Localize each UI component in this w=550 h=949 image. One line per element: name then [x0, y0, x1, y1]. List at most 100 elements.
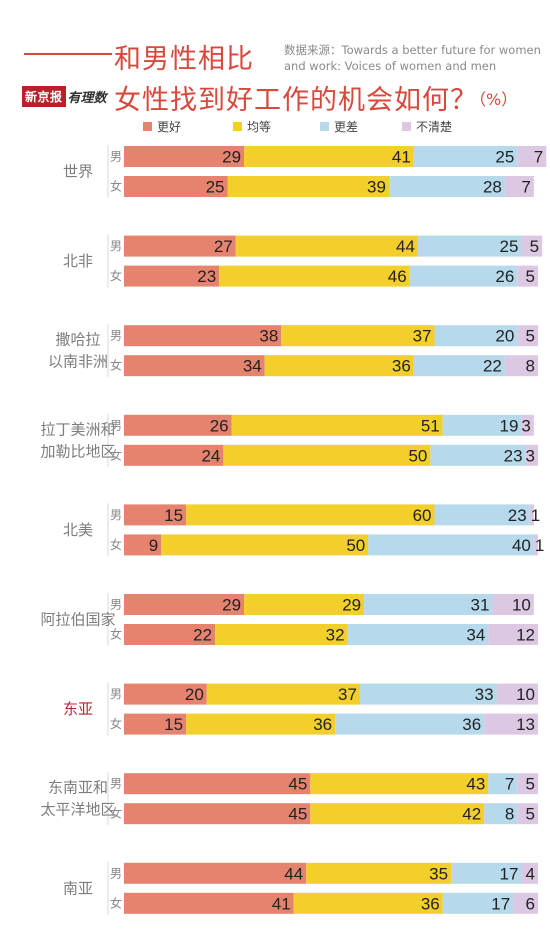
legend-label-equal: 均等 — [247, 120, 272, 134]
gender-label: 女 — [110, 895, 122, 910]
bar-segment-better — [124, 594, 245, 615]
bar-segment-unsure — [533, 534, 538, 556]
bar-segment-better — [124, 355, 265, 377]
region-label: 世界 — [63, 163, 93, 181]
bar-segment-equal — [244, 594, 365, 615]
bar-segment-better — [124, 683, 207, 705]
bar-segment-worse — [488, 773, 518, 795]
bar-segment-better — [124, 414, 232, 436]
value-label-better: 15 — [164, 506, 183, 525]
bar-segment-worse — [434, 325, 518, 347]
region-group: 北非 男 27 44 25 5 女 23 46 26 5 — [63, 234, 543, 288]
gender-label: 男 — [110, 598, 122, 612]
bar-segment-better — [124, 534, 162, 556]
gender-label: 女 — [110, 179, 122, 194]
bar-segment-unsure — [504, 355, 538, 377]
value-label-worse: 23 — [504, 446, 523, 465]
value-label-worse: 26 — [495, 267, 514, 286]
gender-label: 男 — [110, 329, 122, 343]
legend-label-better: 更好 — [157, 120, 182, 134]
value-label-unsure: 5 — [530, 237, 539, 256]
value-label-better: 24 — [201, 446, 220, 465]
bar-segment-worse — [430, 444, 526, 466]
bar-segment-worse — [484, 803, 518, 825]
gender-label: 男 — [110, 150, 122, 164]
value-label-better: 23 — [197, 267, 216, 286]
value-label-better: 22 — [193, 626, 212, 645]
value-label-better: 27 — [214, 237, 233, 256]
value-label-equal: 29 — [342, 596, 361, 615]
value-label-worse: 25 — [500, 237, 519, 256]
bar-segment-equal — [206, 683, 360, 705]
bar-segment-equal — [244, 146, 414, 167]
bar-segment-unsure — [521, 235, 543, 257]
value-label-better: 20 — [185, 685, 204, 704]
value-label-better: 29 — [222, 148, 241, 167]
value-label-better: 45 — [288, 775, 307, 794]
value-label-worse: 7 — [505, 775, 514, 794]
bar-segment-worse — [417, 235, 522, 257]
value-label-worse: 31 — [471, 596, 490, 615]
bar-segment-better — [124, 713, 187, 735]
gender-label: 男 — [110, 866, 122, 880]
bar-segment-better — [124, 444, 224, 466]
bar-segment-equal — [310, 773, 489, 795]
bar-segment-equal — [219, 265, 410, 287]
bar-segment-unsure — [521, 862, 538, 884]
value-label-equal: 35 — [429, 864, 448, 883]
bar-segment-better — [124, 265, 220, 287]
value-label-equal: 43 — [466, 775, 485, 794]
bar-segment-worse — [413, 355, 505, 377]
value-label-worse: 20 — [495, 327, 514, 346]
value-label-unsure: 1 — [535, 536, 544, 555]
bar-segment-equal — [223, 444, 431, 466]
value-label-worse: 22 — [483, 357, 502, 376]
region-label: 东亚 — [63, 700, 93, 718]
legend-swatch-unsure — [402, 122, 411, 131]
bar-segment-better — [124, 146, 245, 167]
bar-segment-better — [124, 862, 307, 884]
value-label-better: 25 — [206, 178, 225, 197]
value-label-unsure: 13 — [516, 715, 535, 734]
value-label-equal: 46 — [388, 267, 407, 286]
legend-swatch-worse — [320, 122, 329, 131]
bar-segment-better — [124, 773, 311, 795]
bar-segment-worse — [359, 683, 497, 705]
value-label-unsure: 10 — [512, 596, 531, 615]
bar-segment-equal — [186, 713, 336, 735]
bar-segment-unsure — [517, 773, 538, 795]
value-label-unsure: 5 — [526, 267, 535, 286]
value-label-unsure: 4 — [526, 864, 535, 883]
bar-segment-worse — [451, 862, 522, 884]
gender-label: 女 — [110, 447, 122, 462]
data-source: 数据来源：Towards a better future for women a… — [284, 43, 541, 73]
legend-item-better: 更好 — [143, 118, 181, 135]
gender-label: 女 — [110, 268, 122, 283]
value-label-unsure: 7 — [521, 178, 530, 197]
legend: 更好 均等 更差 不清楚 — [0, 118, 550, 135]
value-label-better: 38 — [259, 327, 278, 346]
value-label-better: 44 — [284, 864, 303, 883]
bar-segment-equal — [215, 624, 348, 645]
bar-segment-better — [124, 235, 236, 257]
region-label: 东南亚和太平洋地区 — [40, 779, 115, 819]
value-label-unsure: 3 — [521, 416, 530, 435]
bar-segment-unsure — [484, 713, 538, 735]
bar-segment-unsure — [525, 444, 538, 466]
bar-segment-worse — [364, 594, 493, 615]
bar-segment-unsure — [517, 325, 538, 347]
value-label-unsure: 12 — [516, 626, 535, 645]
logo: 新京报 有理数 — [22, 85, 107, 107]
bar-segment-equal — [186, 504, 435, 526]
bar-segment-unsure — [517, 146, 547, 167]
value-label-equal: 36 — [421, 894, 440, 913]
value-label-equal: 36 — [313, 715, 332, 734]
value-label-better: 26 — [210, 416, 229, 435]
value-label-worse: 8 — [505, 805, 514, 824]
region-label: 南亚 — [63, 879, 93, 897]
value-label-better: 15 — [164, 715, 183, 734]
bar-segment-unsure — [521, 414, 534, 436]
legend-item-worse: 更差 — [320, 118, 358, 135]
